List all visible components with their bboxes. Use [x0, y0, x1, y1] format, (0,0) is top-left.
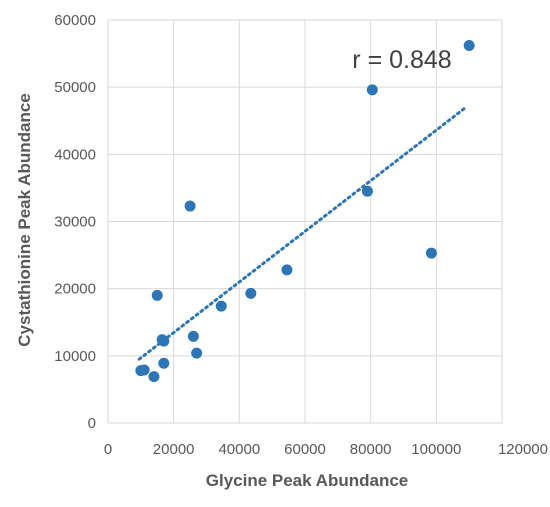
- y-tick-label: 20000: [54, 281, 96, 298]
- y-tick-label: 50000: [54, 79, 96, 96]
- x-tick-label: 120000: [498, 441, 548, 458]
- data-point: [281, 264, 293, 276]
- data-point: [138, 364, 150, 376]
- data-point: [184, 200, 196, 212]
- data-point: [191, 347, 203, 359]
- trendline: [137, 105, 468, 361]
- data-point: [463, 40, 475, 52]
- data-point: [158, 357, 170, 369]
- tick-labels: 0 10000 20000 30000 40000 50000 60000 0 20000 400…: [54, 12, 548, 458]
- x-axis-title: Glycine Peak Abundance: [206, 471, 409, 490]
- data-points: [135, 40, 475, 383]
- y-tick-label: 30000: [54, 214, 96, 231]
- x-tick-label: 60000: [284, 441, 326, 458]
- correlation-annotation: r = 0.848: [352, 46, 451, 74]
- data-point: [148, 371, 160, 383]
- data-point: [361, 185, 373, 197]
- data-point: [366, 84, 378, 96]
- data-point: [245, 287, 257, 299]
- data-point: [151, 289, 163, 301]
- x-tick-label: 80000: [350, 441, 392, 458]
- data-point: [425, 247, 437, 259]
- x-tick-label: 20000: [153, 441, 195, 458]
- data-point: [158, 335, 170, 347]
- y-tick-label: 10000: [54, 348, 96, 365]
- y-tick-label: 60000: [54, 12, 96, 29]
- data-point: [187, 330, 199, 342]
- x-tick-label: 0: [104, 441, 112, 458]
- x-tick-label: 40000: [218, 441, 260, 458]
- y-tick-label: 0: [88, 415, 96, 432]
- y-axis-title: Cystathionine Peak Abundance: [15, 93, 34, 346]
- x-tick-label: 100000: [411, 441, 461, 458]
- y-tick-label: 40000: [54, 146, 96, 163]
- data-point: [215, 300, 227, 312]
